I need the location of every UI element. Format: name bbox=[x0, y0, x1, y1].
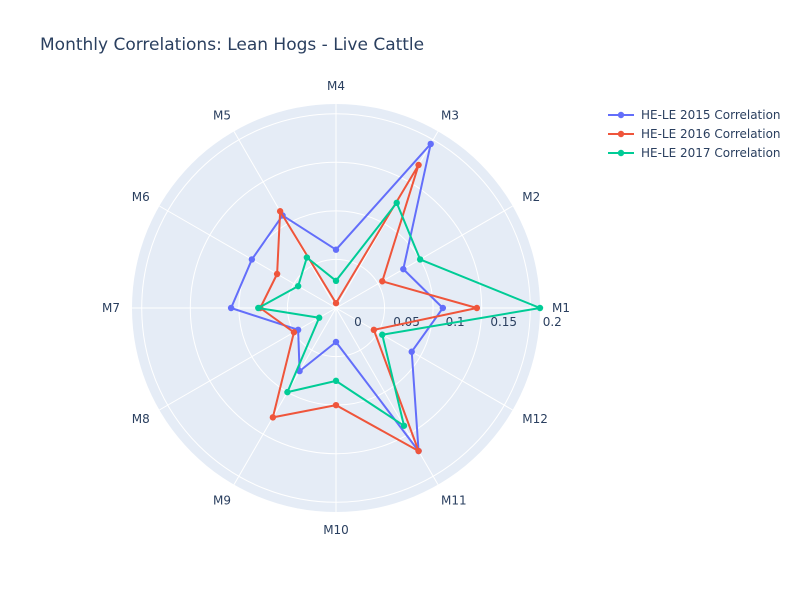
angular-tick-label-m6: M6 bbox=[132, 190, 150, 204]
legend-item[interactable]: HE-LE 2015 Correlation bbox=[608, 108, 781, 122]
data-point-m10 bbox=[332, 401, 340, 409]
data-point-m6 bbox=[294, 282, 302, 290]
angular-grid-line bbox=[233, 307, 337, 485]
data-point-m1 bbox=[536, 304, 544, 312]
legend: HE-LE 2015 Correlation HE-LE 2016 Correla… bbox=[608, 108, 781, 160]
angular-grid-line bbox=[159, 307, 337, 411]
data-point-m3 bbox=[393, 199, 400, 207]
data-point-m9 bbox=[269, 414, 277, 421]
data-point-m3 bbox=[427, 140, 434, 148]
data-point-m5 bbox=[303, 254, 311, 261]
data-point-m9 bbox=[284, 388, 291, 396]
data-point-m2 bbox=[379, 278, 386, 285]
angular-grid-line bbox=[159, 205, 337, 309]
data-point-m6 bbox=[248, 256, 256, 263]
legend-marker-icon bbox=[617, 149, 625, 157]
data-point-m7 bbox=[255, 304, 262, 312]
data-point-m12 bbox=[379, 331, 386, 338]
data-point-m10 bbox=[332, 338, 340, 346]
angular-tick-label-m12: M12 bbox=[522, 412, 548, 426]
angular-tick-label-m2: M2 bbox=[522, 190, 540, 204]
angular-tick-label-m8: M8 bbox=[132, 412, 150, 426]
data-point-m4 bbox=[332, 277, 340, 284]
data-point-m8 bbox=[290, 329, 298, 336]
data-point-m1 bbox=[439, 304, 447, 312]
series-3 bbox=[255, 199, 544, 429]
radial-tick-label: 0.2 bbox=[543, 315, 562, 329]
data-point-m4 bbox=[332, 299, 340, 307]
data-point-m1 bbox=[473, 304, 481, 312]
data-point-m5 bbox=[276, 208, 284, 215]
data-point-m10 bbox=[332, 377, 340, 385]
legend-label: HE-LE 2017 Correlation bbox=[641, 146, 781, 160]
angular-grid-line bbox=[335, 205, 513, 309]
angular-tick-label-m11: M11 bbox=[441, 493, 467, 507]
data-point-m2 bbox=[416, 256, 424, 263]
data-point-m7 bbox=[227, 304, 235, 312]
angular-tick-label-m10: M10 bbox=[323, 523, 349, 537]
radial-tick-label: 0.15 bbox=[490, 315, 517, 329]
legend-item[interactable]: HE-LE 2016 Correlation bbox=[608, 127, 781, 141]
data-point-m11 bbox=[415, 447, 422, 455]
legend-label: HE-LE 2016 Correlation bbox=[641, 127, 781, 141]
legend-label: HE-LE 2015 Correlation bbox=[641, 108, 781, 122]
legend-item[interactable]: HE-LE 2017 Correlation bbox=[608, 146, 781, 160]
legend-marker-icon bbox=[617, 130, 625, 138]
angular-tick-label-m1: M1 bbox=[552, 301, 570, 315]
angular-grid-line bbox=[335, 307, 513, 411]
data-point-m6 bbox=[273, 270, 281, 278]
data-point-m3 bbox=[415, 161, 422, 169]
radial-tick-label: 0 bbox=[354, 315, 362, 329]
angular-tick-label-m9: M9 bbox=[213, 493, 231, 507]
angular-grid-line bbox=[335, 307, 439, 485]
angular-tick-label-m3: M3 bbox=[441, 109, 459, 123]
data-point-m12 bbox=[370, 326, 378, 334]
angular-tick-label-m7: M7 bbox=[102, 301, 120, 315]
chart-title: Monthly Correlations: Lean Hogs - Live C… bbox=[40, 35, 424, 55]
angular-tick-label-m4: M4 bbox=[327, 79, 345, 93]
data-point-m4 bbox=[332, 246, 340, 253]
data-point-m8 bbox=[315, 314, 323, 321]
data-point-m12 bbox=[408, 348, 415, 355]
angular-tick-label-m5: M5 bbox=[213, 109, 231, 123]
data-point-m2 bbox=[400, 265, 407, 273]
data-point-m11 bbox=[400, 422, 408, 429]
legend-marker-icon bbox=[617, 111, 625, 119]
